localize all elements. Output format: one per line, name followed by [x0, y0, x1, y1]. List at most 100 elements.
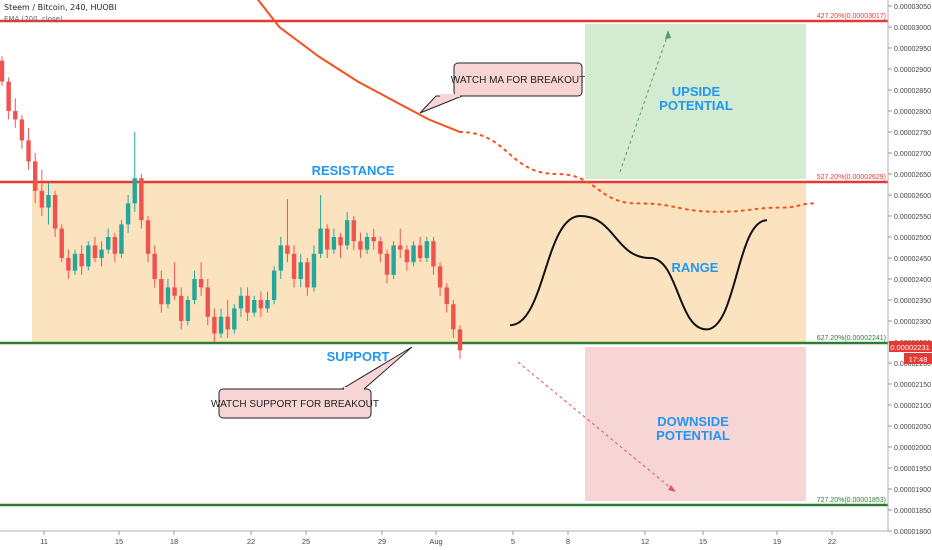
- candle-body[interactable]: [338, 237, 343, 246]
- candle-body[interactable]: [46, 195, 51, 208]
- upside-zone: [585, 24, 806, 179]
- candle-body[interactable]: [152, 253, 157, 279]
- price-axis[interactable]: 0.00003050 0.00003000 0.00002950 0.00002900…: [887, 0, 931, 536]
- candle-body[interactable]: [225, 316, 230, 330]
- candle-body[interactable]: [398, 245, 403, 250]
- price-tick-label: 0.00001950: [894, 466, 931, 473]
- price-tick-label: 0.00003000: [894, 25, 931, 32]
- candle-body[interactable]: [431, 241, 436, 267]
- candle-body[interactable]: [179, 295, 184, 321]
- candle-body[interactable]: [411, 245, 416, 263]
- price-tick-label: 0.00002550: [894, 214, 931, 221]
- candle-body[interactable]: [86, 245, 91, 267]
- candle-body[interactable]: [13, 111, 18, 120]
- candle-body[interactable]: [132, 178, 137, 204]
- candle-body[interactable]: [165, 287, 171, 305]
- candle-body[interactable]: [451, 304, 456, 330]
- candle-body[interactable]: [351, 220, 356, 242]
- fib-label-427: 427.20%(0.00003017): [817, 13, 886, 20]
- candle-body[interactable]: [52, 195, 58, 229]
- fib-label-627: 627.20%(0.00002241): [817, 335, 886, 342]
- candle-body[interactable]: [198, 279, 204, 288]
- price-tick-label: 0.00002600: [894, 193, 931, 200]
- candle-body[interactable]: [92, 245, 98, 258]
- candle-body[interactable]: [252, 300, 257, 313]
- candle-body[interactable]: [285, 245, 290, 254]
- candle-body[interactable]: [444, 287, 449, 305]
- candle-body[interactable]: [125, 203, 131, 225]
- candle-body[interactable]: [457, 329, 463, 351]
- time-axis[interactable]: 11 15 18 22 25 29 Aug 5 8 12 15 19 22: [0, 530, 888, 546]
- candle-body[interactable]: [185, 300, 191, 321]
- candle-body[interactable]: [32, 161, 38, 191]
- candle-body[interactable]: [311, 253, 317, 288]
- candle-body[interactable]: [291, 253, 297, 279]
- downside-zone: [585, 347, 806, 501]
- candle-body[interactable]: [72, 253, 78, 271]
- candle-body[interactable]: [145, 220, 151, 254]
- upside-arrow-head: [665, 30, 671, 39]
- candle-body[interactable]: [384, 253, 390, 275]
- price-tick-label: 0.00001800: [894, 529, 931, 536]
- ema-200-line[interactable]: [240, 0, 461, 133]
- candle-body[interactable]: [391, 245, 396, 275]
- candle-body[interactable]: [305, 262, 310, 288]
- candle-body[interactable]: [205, 287, 210, 317]
- candle-body[interactable]: [99, 249, 104, 258]
- candle-body[interactable]: [66, 258, 71, 271]
- candle-body[interactable]: [245, 295, 250, 313]
- fib-label-527: 527.20%(0.00002629): [817, 174, 886, 181]
- candle-body[interactable]: [258, 300, 264, 309]
- candle-body[interactable]: [278, 245, 283, 271]
- time-tick-label: 18: [170, 537, 178, 546]
- price-tick-label: 0.00002800: [894, 109, 931, 116]
- time-tick-label: Aug: [429, 537, 442, 546]
- candle-body[interactable]: [139, 178, 144, 221]
- price-tick-label: 0.00001850: [894, 508, 931, 515]
- price-tick-label: 0.00002900: [894, 67, 931, 74]
- price-tick-label: 0.00002700: [894, 151, 931, 158]
- candle-body[interactable]: [371, 237, 376, 242]
- candle-body[interactable]: [437, 266, 443, 288]
- candle-body[interactable]: [119, 224, 124, 254]
- candle-body[interactable]: [0, 60, 5, 82]
- candle-body[interactable]: [238, 295, 244, 309]
- candle-body[interactable]: [19, 119, 25, 141]
- candle-body[interactable]: [106, 237, 111, 250]
- candle-body[interactable]: [172, 287, 177, 296]
- candle-body[interactable]: [378, 241, 383, 254]
- watch-ma-callout[interactable]: WATCH MA FOR BREAKOUT: [419, 62, 585, 114]
- watch-support-callout[interactable]: WATCH SUPPORT FOR BREAKOUT: [211, 346, 413, 419]
- candle-body[interactable]: [232, 308, 237, 330]
- candle-body[interactable]: [344, 220, 350, 246]
- candle-body[interactable]: [6, 81, 11, 111]
- candle-body[interactable]: [218, 316, 224, 334]
- candle-body[interactable]: [265, 300, 270, 309]
- watch-ma-text: WATCH MA FOR BREAKOUT: [451, 75, 585, 86]
- candle-body[interactable]: [424, 241, 430, 258]
- candle-body[interactable]: [39, 190, 45, 208]
- candle-body[interactable]: [212, 316, 217, 334]
- candle-body[interactable]: [404, 249, 410, 263]
- range-zone: [32, 183, 806, 343]
- candle-body[interactable]: [364, 237, 370, 250]
- candle-body[interactable]: [159, 279, 164, 305]
- time-tick-label: 15: [115, 537, 123, 546]
- candle-body[interactable]: [358, 241, 363, 250]
- candle-body[interactable]: [298, 262, 303, 279]
- candle-body[interactable]: [271, 270, 277, 300]
- price-tick-label: 0.00002650: [894, 172, 931, 179]
- candle-body[interactable]: [112, 237, 118, 254]
- price-tick-label: 0.00002150: [894, 382, 931, 389]
- candle-body[interactable]: [26, 140, 31, 162]
- candle-body[interactable]: [59, 228, 64, 258]
- candle-body[interactable]: [318, 228, 323, 254]
- candle-body[interactable]: [331, 237, 337, 250]
- candle-body[interactable]: [192, 279, 197, 300]
- candle-body[interactable]: [325, 228, 330, 250]
- candle-body[interactable]: [79, 253, 84, 267]
- price-tick-label: 0.00001900: [894, 487, 931, 494]
- candle-body[interactable]: [417, 245, 423, 258]
- current-price-badge: 0.00002231 17:48: [889, 341, 932, 364]
